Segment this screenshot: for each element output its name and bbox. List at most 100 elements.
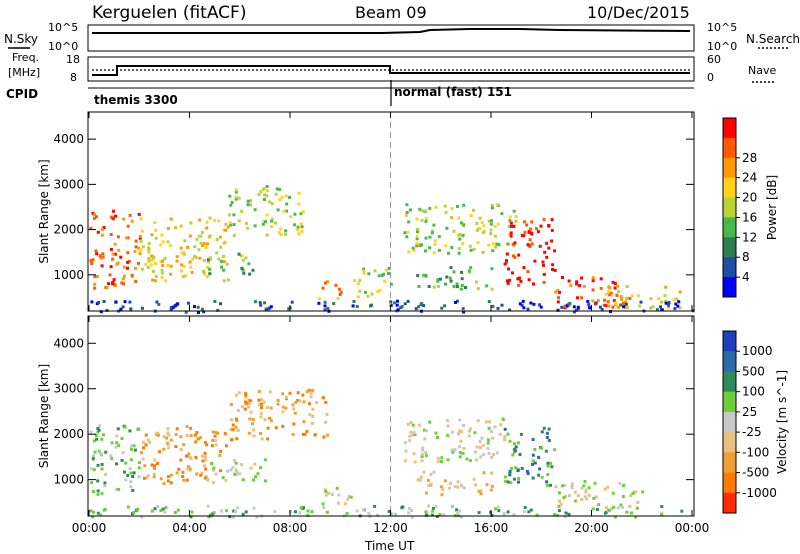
power-echo-cell xyxy=(358,289,362,293)
power-echo-cell xyxy=(269,305,273,309)
power-echo-cell xyxy=(208,216,212,220)
power-echo-cell xyxy=(99,310,103,314)
power-echo-cell xyxy=(115,262,119,266)
power-echo-cell xyxy=(416,274,420,278)
power-echo-cell xyxy=(202,269,206,273)
power-echo-cell xyxy=(140,267,144,271)
velocity-echo-cell xyxy=(404,449,408,453)
power-echo-cell xyxy=(114,300,118,304)
power-echo-cell xyxy=(616,284,619,288)
power-echo-cell xyxy=(678,306,682,310)
power-echo-cell xyxy=(109,265,113,269)
power-echo-cell xyxy=(383,279,387,283)
power-colorbar-swatch xyxy=(723,118,736,139)
power-echo-cell xyxy=(490,219,493,223)
velocity-echo-cell xyxy=(522,510,526,514)
power-echo-cell xyxy=(625,306,629,310)
velocity-echo-cell xyxy=(174,433,178,436)
velocity-colorbar-frame xyxy=(722,330,737,514)
velocity-echo-cell xyxy=(401,505,405,509)
velocity-echo-cell xyxy=(130,447,133,451)
velocity-colorbar-tick-label: -100 xyxy=(742,445,769,459)
power-echo-cell xyxy=(491,304,495,308)
power-echo-cell xyxy=(163,257,167,260)
velocity-echo-cell xyxy=(167,446,171,450)
power-echo-cell xyxy=(189,265,193,269)
velocity-echo-cell xyxy=(518,452,522,456)
velocity-echo-cell xyxy=(247,405,250,409)
power-echo-cell xyxy=(186,245,190,249)
velocity-xtick-label: 00:00 xyxy=(675,521,710,535)
power-echo-cell xyxy=(134,239,138,243)
velocity-echo-cell xyxy=(514,445,518,449)
power-colorbar-tick-label: 28 xyxy=(742,151,757,165)
velocity-echo-cell xyxy=(408,434,412,438)
velocity-echo-cell xyxy=(403,459,407,463)
velocity-xtick-label: 12:00 xyxy=(373,521,408,535)
velocity-echo-cell xyxy=(517,480,520,484)
power-echo-cell xyxy=(134,279,138,283)
velocity-echo-cell xyxy=(120,437,124,440)
velocity-echo-cell xyxy=(446,419,450,423)
power-echo-cell xyxy=(222,255,225,258)
power-echo-cell xyxy=(660,308,664,312)
velocity-echo-cell xyxy=(462,447,466,451)
power-echo-cell xyxy=(265,189,269,193)
velocity-echo-cell xyxy=(169,481,173,485)
power-echo-cell xyxy=(649,306,653,310)
power-echo-cell xyxy=(96,230,100,234)
power-echo-cell xyxy=(205,275,209,279)
power-echo-cell xyxy=(480,220,484,224)
power-echo-cell xyxy=(505,279,509,283)
velocity-echo-cell xyxy=(234,417,238,421)
power-echo-cell xyxy=(419,302,423,306)
power-echo-cell xyxy=(123,300,127,304)
velocity-echo-cell xyxy=(458,429,462,433)
power-echo-cell xyxy=(287,307,291,311)
power-echo-cell xyxy=(400,305,404,309)
power-echo-cell xyxy=(113,283,117,287)
power-echo-cell xyxy=(107,282,111,286)
velocity-echo-cell xyxy=(321,396,325,400)
power-echo-cell xyxy=(521,299,525,303)
power-echo-cell xyxy=(495,203,499,207)
power-echo-cell xyxy=(228,194,232,198)
velocity-echo-cell xyxy=(504,479,508,483)
power-echo-cell xyxy=(110,215,113,219)
velocity-echo-cell xyxy=(104,450,108,454)
power-echo-cell xyxy=(336,296,340,300)
velocity-echo-cell xyxy=(169,473,173,477)
velocity-echo-cell xyxy=(216,431,219,435)
velocity-echo-cell xyxy=(204,467,208,471)
power-echo-cell xyxy=(444,210,448,214)
power-echo-cell xyxy=(417,305,420,309)
power-echo-cell xyxy=(230,200,234,204)
velocity-echo-cell xyxy=(189,515,193,519)
power-echo-cell xyxy=(620,297,624,301)
velocity-echo-cell xyxy=(323,488,327,492)
velocity-echo-cell xyxy=(567,512,571,516)
power-echo-cell xyxy=(150,233,154,237)
velocity-echo-cell xyxy=(531,438,535,442)
velocity-echo-cell xyxy=(458,455,462,459)
power-echo-cell xyxy=(440,306,444,310)
velocity-echo-cell xyxy=(325,510,329,514)
velocity-echo-cell xyxy=(557,504,561,508)
power-echo-cell xyxy=(514,219,518,223)
power-echo-cell xyxy=(253,300,257,304)
velocity-echo-cell xyxy=(221,476,225,480)
power-echo-cell xyxy=(418,244,422,248)
power-echo-cell xyxy=(490,204,494,207)
power-echo-cell xyxy=(232,233,236,237)
power-echo-cell xyxy=(362,269,366,273)
velocity-echo-cell xyxy=(302,506,306,510)
velocity-echo-cell xyxy=(132,444,136,448)
power-echo-cell xyxy=(270,202,274,206)
velocity-echo-cell xyxy=(259,432,263,435)
power-echo-cell xyxy=(636,294,640,298)
power-echo-cell xyxy=(527,230,531,234)
velocity-echo-cell xyxy=(509,481,513,485)
power-echo-cell xyxy=(147,257,151,260)
velocity-echo-cell xyxy=(322,506,326,509)
power-echo-cell xyxy=(279,233,283,237)
